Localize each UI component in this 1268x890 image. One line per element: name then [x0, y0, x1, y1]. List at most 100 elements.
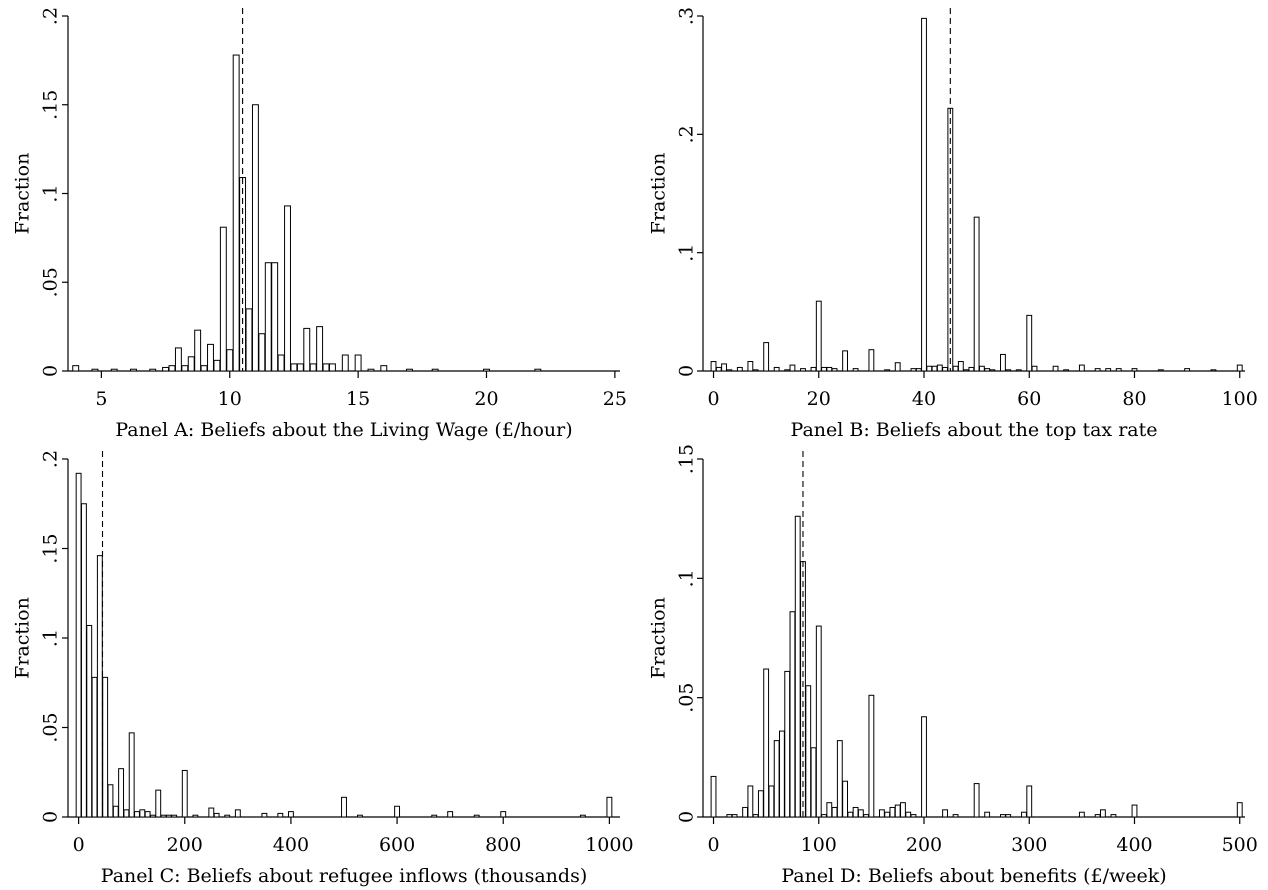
panel-c-bar — [500, 811, 507, 818]
panel-c-x-tick-label: 0 — [73, 834, 85, 856]
panel-c-bar — [181, 769, 188, 818]
panel-b-bar — [1157, 369, 1164, 372]
panel-b-bar — [1005, 369, 1012, 372]
panel-c-bar — [171, 814, 178, 818]
panel-b-y-tick-label: .1 — [676, 244, 698, 262]
panel-a-bar — [187, 356, 195, 372]
panel-b-bar — [989, 369, 996, 372]
panel-d-x-tick-label: 0 — [707, 834, 719, 856]
panel-b-bar — [715, 366, 722, 372]
panel-a-x-tick-label: 5 — [95, 388, 107, 410]
panel-b-bar — [831, 368, 838, 372]
panel-a-y-tick-label: .05 — [40, 267, 62, 297]
panel-a-bar — [174, 347, 182, 372]
panel-c-bar — [192, 814, 199, 818]
panel-b-bar — [915, 368, 922, 372]
panel-a-y-tick-label: .15 — [40, 90, 62, 120]
panel-d-y-tick-label: .15 — [676, 444, 698, 474]
panel-b-bar — [1115, 368, 1122, 372]
panel-a-bar — [213, 359, 221, 372]
panel-b-bar — [752, 369, 759, 372]
panel-b-bar — [710, 361, 717, 372]
panel-b-x-tick-label: 0 — [707, 388, 719, 410]
panel-d-bar — [894, 804, 901, 818]
panel-c-x-axis-label: Panel C: Beliefs about refugee inflows (… — [101, 865, 587, 887]
panel-c-y-axis-label: Fraction — [12, 597, 34, 679]
panel-c-bar — [341, 796, 347, 818]
panel-a-bar — [245, 308, 253, 372]
panel-b-bar — [763, 342, 770, 372]
panel-b-bar — [868, 349, 875, 372]
panel-d-bar — [1100, 809, 1106, 818]
panel-d-bar — [1078, 811, 1085, 818]
panel-a-x-tick-label: 25 — [603, 388, 627, 410]
panel-b-bar — [826, 366, 833, 372]
panel-a-bar — [251, 104, 259, 372]
panel-c-y-tick-label: .15 — [40, 533, 62, 563]
panel-b-bar — [1015, 369, 1022, 372]
panel-c-bar — [96, 555, 103, 818]
panel-b-bar — [978, 365, 985, 372]
panel-a-bar — [296, 363, 304, 372]
panel-b-bar — [1063, 369, 1070, 372]
panel-c-bar — [123, 809, 130, 818]
panel-b-y-tick-label: .2 — [676, 125, 698, 143]
panel-c-x-tick-label: 800 — [485, 834, 521, 856]
panel-b-bar — [973, 216, 980, 372]
panel-b-bar — [1026, 314, 1033, 372]
panel-b-bar — [747, 361, 754, 372]
panel-a-bar — [341, 354, 349, 372]
panel-b-bar — [810, 366, 817, 372]
panel-d-y-tick-label: .1 — [676, 569, 698, 587]
panel-b: 0 .1 .2 .3 0 20 40 60 80 100 Fraction Panel B: Beli… — [648, 7, 1258, 441]
panel-d-x-tick-label: 100 — [801, 834, 837, 856]
panel-d-bar — [910, 814, 917, 818]
panel-d-bar — [900, 802, 906, 818]
panel-a-bar — [534, 368, 542, 372]
panel-d-bar — [863, 814, 870, 818]
panel-d-bar — [836, 740, 843, 818]
panel-d-bar — [826, 802, 833, 818]
panel-d-bar — [952, 814, 959, 818]
panel-b-bar — [968, 366, 975, 372]
panel-c-bar — [75, 472, 82, 818]
panel-b-bar — [1184, 368, 1191, 372]
panel-d-bar — [984, 811, 991, 818]
panel-c-bar — [144, 811, 151, 818]
panel-c-bar — [208, 807, 215, 818]
panel-b-bar — [984, 368, 991, 372]
panel-a-y-tick-label: .1 — [40, 184, 62, 202]
panel-d-bar — [757, 790, 764, 818]
panel-b-y-tick-label: 0 — [676, 365, 698, 377]
panel-c-bar — [165, 814, 172, 818]
panel-a-bar — [328, 363, 336, 372]
panel-d-bar — [857, 809, 864, 818]
panel-b-bar — [1000, 353, 1006, 372]
panel-a-bar — [72, 365, 80, 372]
panel-b-bar — [1131, 368, 1138, 372]
panel-c-bar — [447, 811, 454, 818]
panel-d-bar — [805, 685, 812, 818]
panel-d-bar — [973, 783, 980, 818]
panel-b-bar — [1236, 364, 1243, 372]
panel-d-bar — [747, 785, 754, 818]
panel-a-bar — [290, 363, 298, 372]
panel-d-x-tick-label: 400 — [1116, 834, 1152, 856]
panel-c-bar — [394, 805, 401, 818]
panel-a-x-tick-label: 20 — [474, 388, 498, 410]
panel-d-bar — [868, 694, 875, 818]
panel-c-y-tick-label: .2 — [40, 450, 62, 468]
panel-d-bar — [921, 716, 927, 818]
panel-b-bar — [815, 300, 822, 372]
panel-d-bar — [905, 811, 912, 818]
panel-d-bar — [742, 806, 749, 818]
panel-b-bar — [936, 364, 943, 372]
panel-d-bar — [731, 814, 738, 818]
panel-c-bar — [287, 811, 294, 818]
panel-c-bar — [107, 784, 114, 818]
panel-b-bar — [926, 365, 933, 372]
panel-a-bar — [130, 368, 137, 372]
panel-a-bar — [232, 54, 240, 372]
panel-a-bar — [226, 349, 234, 372]
panel-c-bar — [86, 624, 93, 818]
